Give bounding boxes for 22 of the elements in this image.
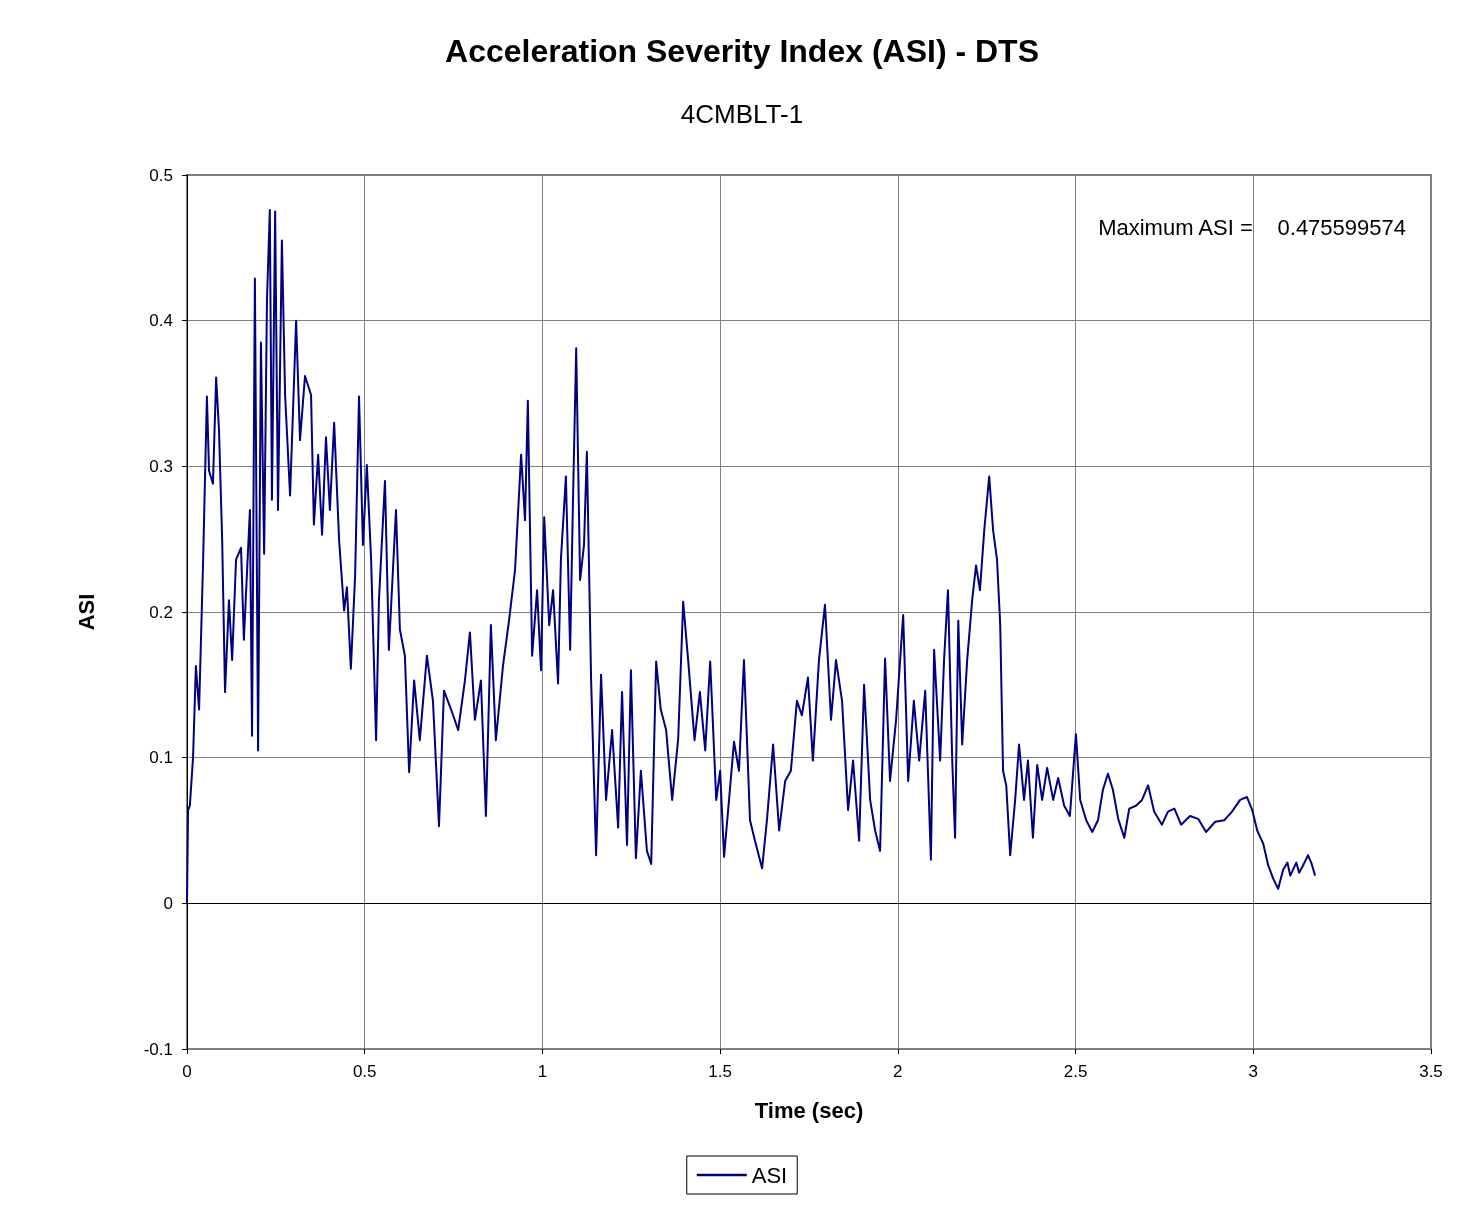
y-tick-label: 0.3 [149, 456, 173, 476]
y-tick-label: 0 [163, 893, 173, 913]
y-tick-label: -0.1 [143, 1039, 173, 1059]
x-tick-label: 2 [893, 1062, 903, 1081]
y-tick-label: 0.1 [149, 748, 173, 768]
x-tick-label: 0.5 [352, 1062, 377, 1081]
y-tick-label: 0.5 [149, 165, 173, 185]
legend-label: ASI [751, 1162, 788, 1188]
chart-title: Acceleration Severity Index (ASI) - DTS [445, 33, 1039, 69]
x-axis-title: Time (sec) [754, 1097, 864, 1123]
annotation: Maximum ASI = [1098, 214, 1253, 240]
x-tick-label: 0 [182, 1062, 192, 1081]
x-tick-label: 1 [537, 1062, 548, 1081]
y-axis-title: ASI [73, 593, 99, 631]
annotation: 0.475599574 [1277, 214, 1406, 240]
x-tick-label: 3 [1248, 1062, 1259, 1081]
y-tick-label: 0.2 [149, 602, 173, 622]
chart-subtitle: 4CMBLT-1 [680, 99, 804, 129]
x-tick-label: 3.5 [1419, 1062, 1443, 1081]
x-tick-label: 1.5 [708, 1062, 732, 1081]
x-tick-label: 2.5 [1063, 1062, 1088, 1081]
y-tick-label: 0.4 [149, 311, 173, 331]
